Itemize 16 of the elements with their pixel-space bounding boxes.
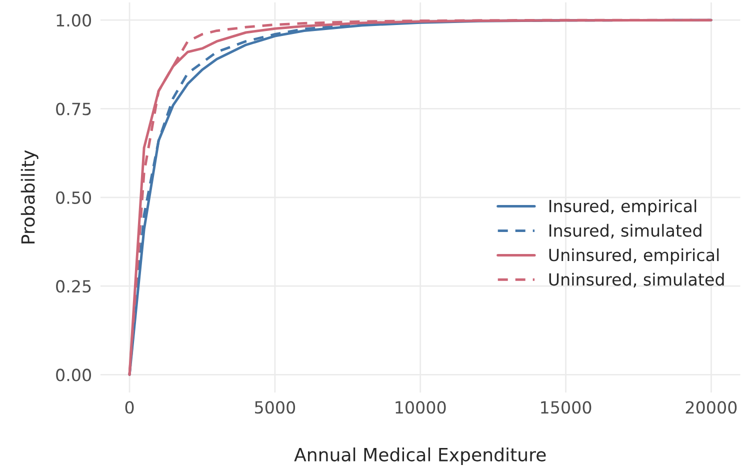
legend-label: Insured, empirical xyxy=(549,199,696,216)
x-tick-label: 20000 xyxy=(686,401,737,414)
legend-label: Uninsured, empirical xyxy=(549,248,719,265)
x-axis-title: Annual Medical Expenditure xyxy=(294,447,546,465)
y-axis-title: Probability xyxy=(20,150,38,244)
y-tick-label: 1.00 xyxy=(56,14,91,27)
y-tick-label: 0.00 xyxy=(56,368,91,382)
y-tick-label: 0.25 xyxy=(56,280,91,293)
x-tick-label: 5000 xyxy=(255,401,296,414)
y-tick-label: 0.75 xyxy=(56,102,91,116)
legend-label: Uninsured, simulated xyxy=(549,272,724,288)
x-tick-label: 10000 xyxy=(396,401,446,414)
x-tick-label: 0 xyxy=(125,401,134,414)
y-tick-label: 0.50 xyxy=(56,191,91,204)
legend-label: Insured, simulated xyxy=(549,224,702,239)
x-tick-label: 15000 xyxy=(541,401,592,414)
